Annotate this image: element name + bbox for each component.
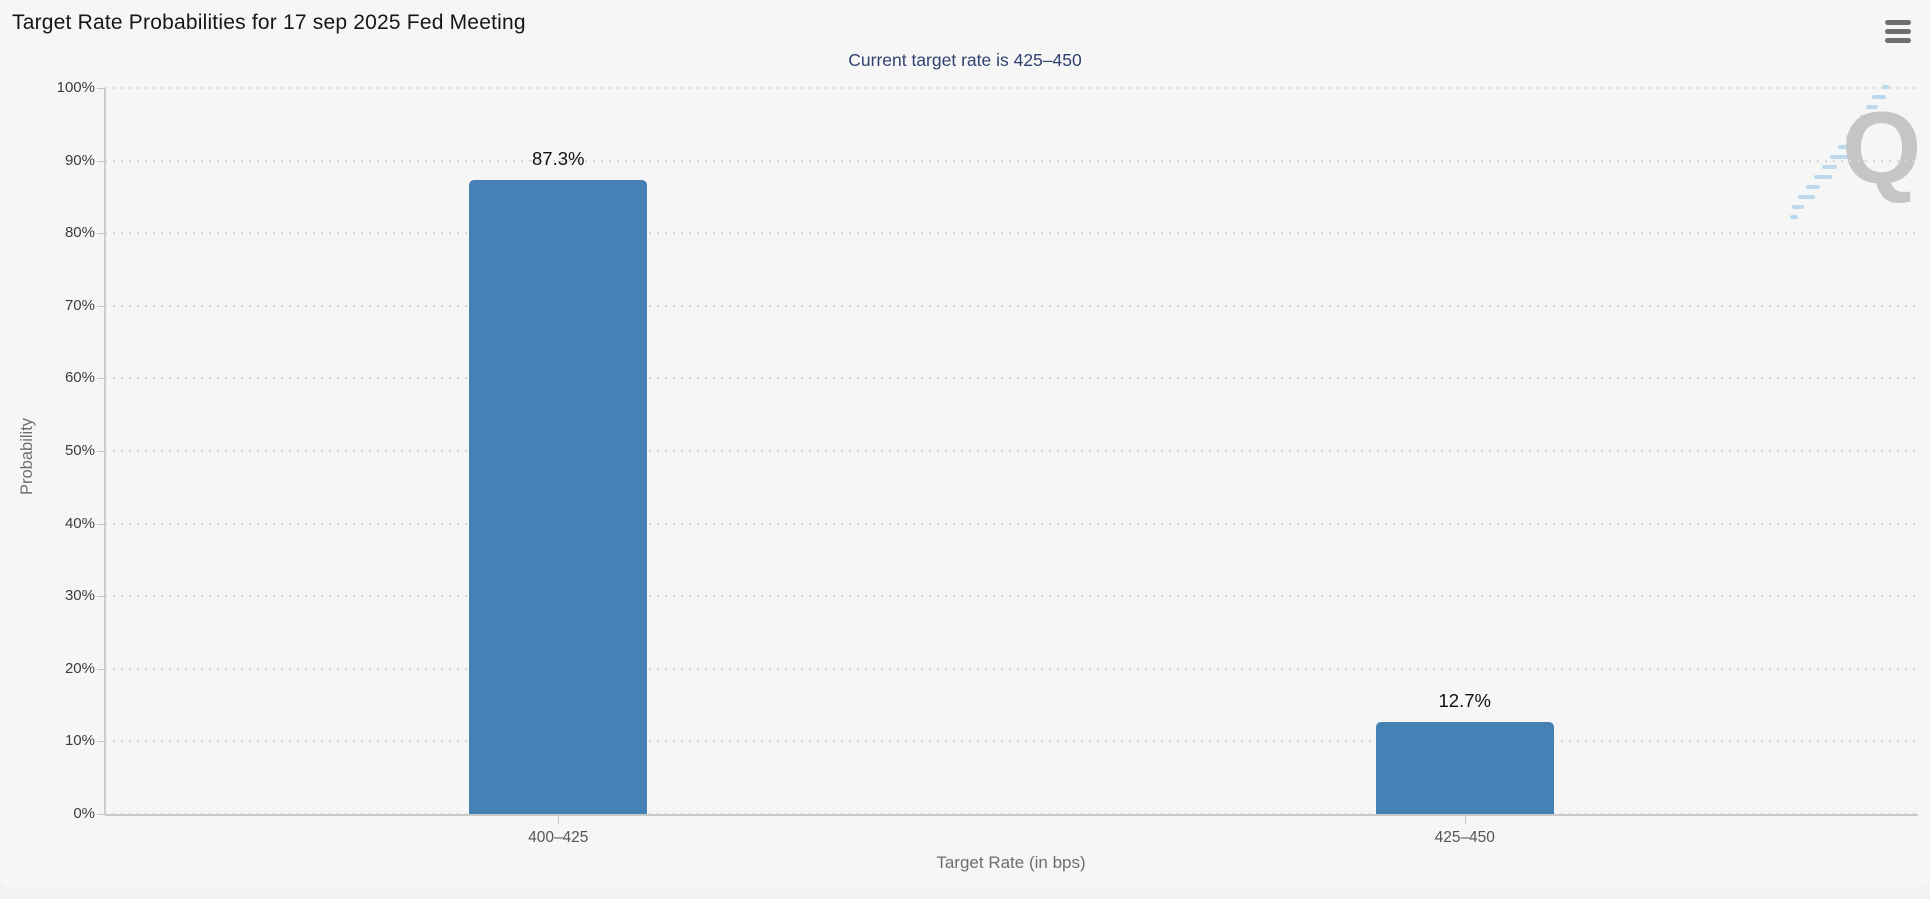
y-tick-label: 30% (64, 587, 95, 605)
y-tick-label: 40% (64, 514, 95, 532)
gridline (105, 377, 1918, 380)
x-axis-title: Target Rate (in bps) (936, 853, 1086, 872)
y-axis-tick (97, 305, 105, 307)
y-axis-tick (97, 378, 105, 380)
bar-425–450[interactable] (1375, 721, 1554, 814)
gridline (105, 450, 1918, 452)
y-axis-tick (97, 523, 105, 525)
gridline (105, 522, 1918, 525)
bar-value-label: 12.7% (1438, 689, 1491, 711)
gridline (105, 232, 1918, 235)
y-axis-tick (97, 233, 105, 235)
bar-value-label: 87.3% (532, 148, 585, 170)
x-axis-tick (558, 816, 560, 824)
gridline (105, 740, 1918, 743)
quikstrike-watermark: Q (1790, 85, 1930, 230)
y-axis-tick (97, 741, 105, 743)
chart-subtitle: Current target rate is 425–450 (848, 50, 1082, 70)
y-tick-label: 50% (64, 442, 95, 459)
chart-title: Target Rate Probabilities for 17 sep 202… (12, 11, 526, 34)
y-tick-label: 60% (64, 369, 95, 387)
y-axis-tick (97, 668, 105, 670)
watermark-q-letter: Q (1842, 91, 1922, 205)
gridline (105, 595, 1918, 598)
y-tick-label: 10% (64, 732, 95, 750)
gridline (105, 667, 1918, 670)
x-category-label: 425–450 (1434, 829, 1495, 846)
x-axis-line (105, 814, 1918, 816)
gridline (105, 87, 1918, 89)
y-tick-label: 90% (64, 151, 95, 169)
gridline (105, 304, 1918, 307)
chart-context-menu-button[interactable] (1879, 13, 1917, 49)
y-tick-label: 20% (64, 659, 95, 677)
x-axis-tick (1464, 816, 1466, 824)
y-axis-tick (97, 814, 105, 815)
y-tick-label: 0% (73, 805, 95, 822)
y-tick-label: 70% (64, 296, 95, 314)
y-axis-tick (97, 88, 105, 89)
y-axis-tick (97, 451, 105, 452)
bar-400–425[interactable] (469, 180, 648, 814)
y-axis-line (104, 88, 106, 814)
x-category-label: 400–425 (528, 829, 589, 846)
y-axis-tick (97, 160, 105, 162)
gridline (105, 159, 1918, 162)
y-axis-tick (97, 596, 105, 598)
watermark-streaks-icon (1790, 85, 1889, 219)
y-tick-label: 80% (64, 224, 95, 242)
y-tick-label: 100% (56, 79, 95, 96)
